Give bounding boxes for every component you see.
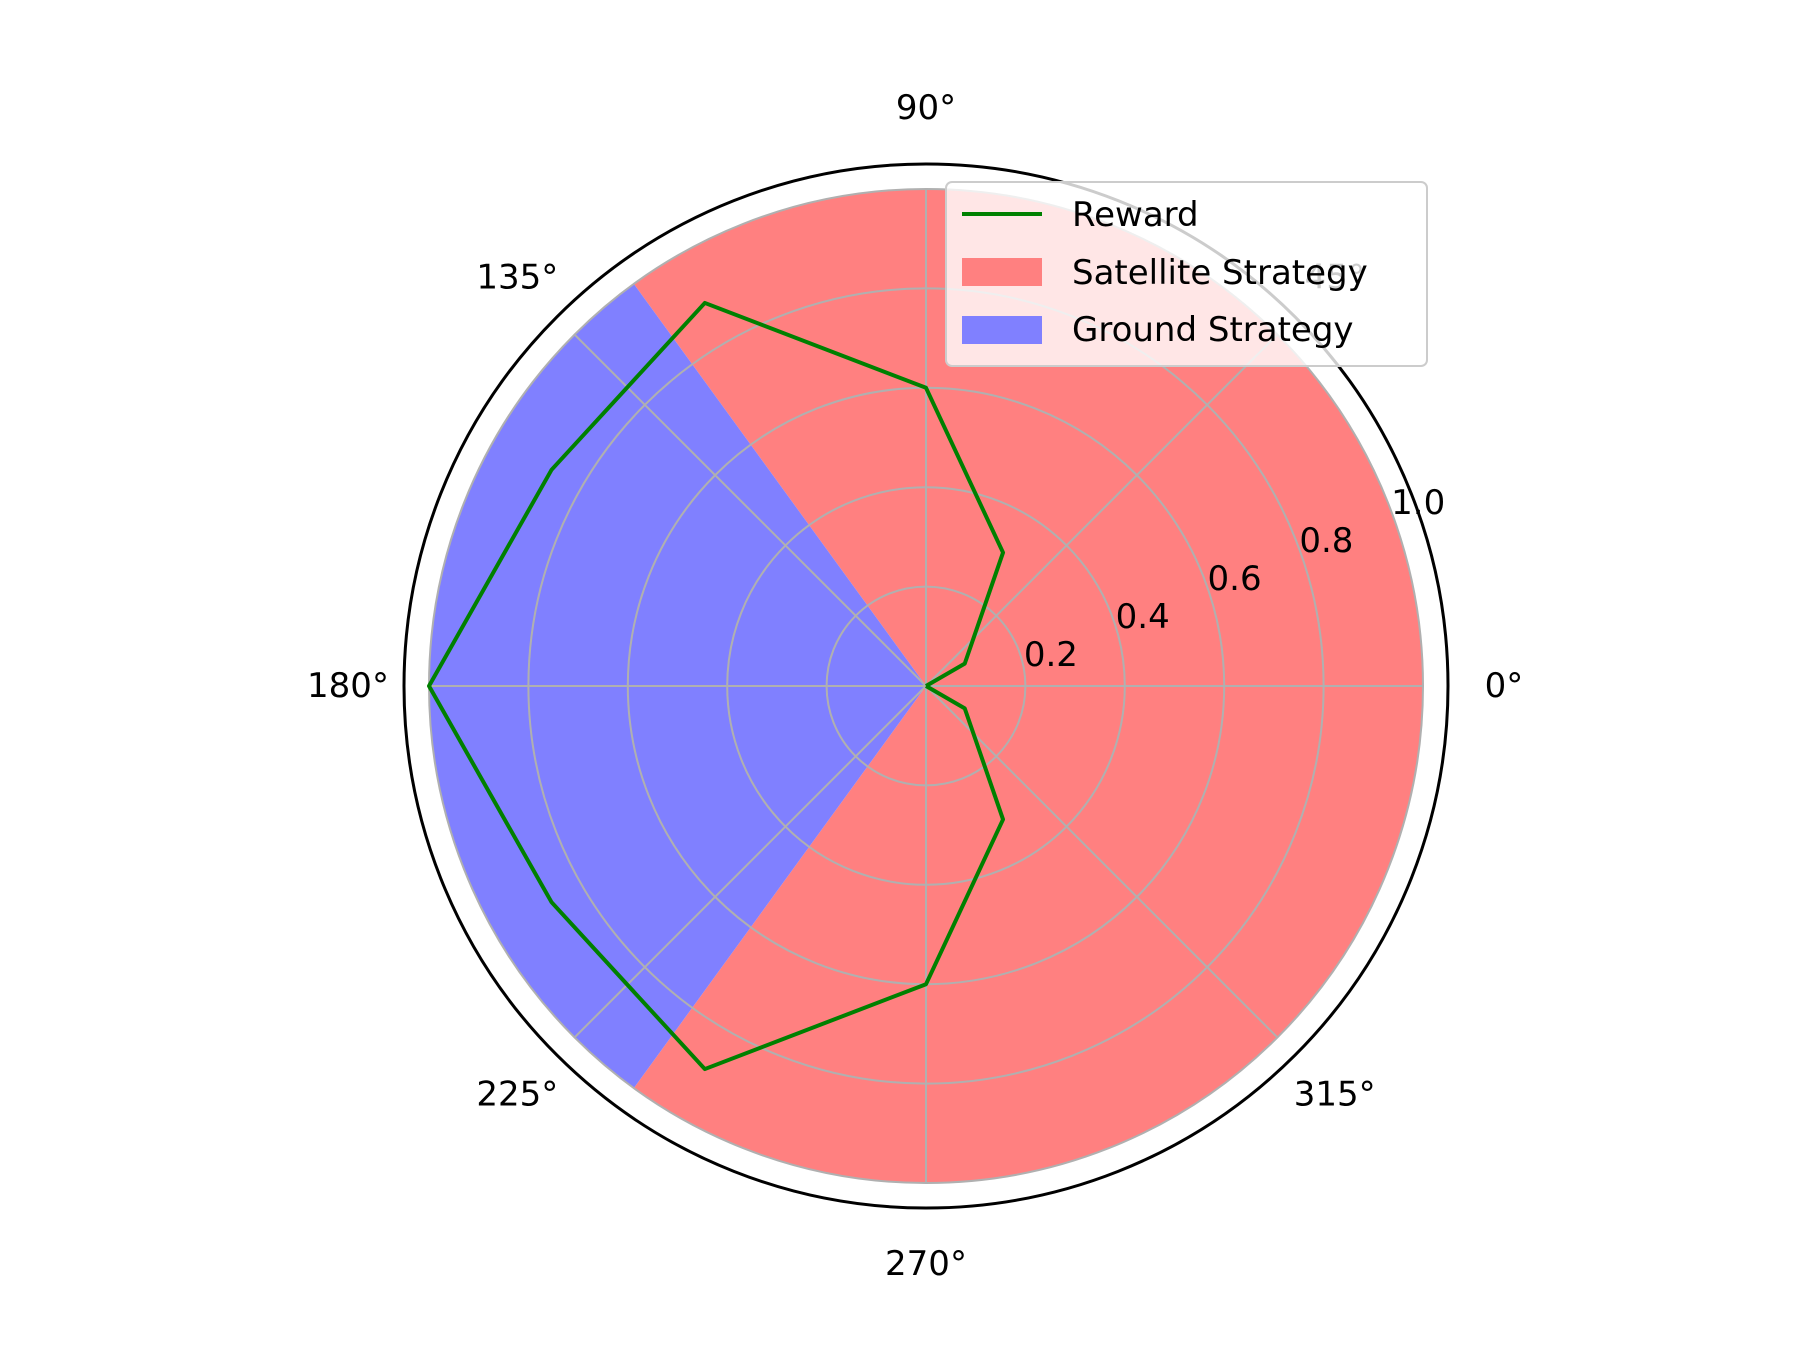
angular-tick-label-90: 90° [896, 88, 956, 128]
angular-tick-label-180: 180° [307, 666, 389, 706]
legend-ground-swatch [962, 316, 1042, 344]
angular-tick-label-225: 225° [476, 1075, 558, 1115]
polar-grid [428, 188, 1424, 1184]
polar-frame [402, 162, 1450, 1210]
radial-tick-label-0_2: 0.2 [1024, 635, 1078, 675]
radial-tick-label-0_6: 0.6 [1208, 559, 1262, 599]
angular-tick-label-135: 135° [476, 257, 558, 297]
radial-tick-label-0_8: 0.8 [1299, 521, 1353, 561]
angular-gridline-45 [925, 333, 1279, 687]
angular-gridline-225 [573, 685, 927, 1039]
angular-tick-label-315: 315° [1294, 1075, 1376, 1115]
radial-tick-label-0_4: 0.4 [1116, 597, 1170, 637]
legend-box [945, 181, 1428, 367]
reward-series [427, 300, 1006, 1072]
legend-reward-label: Reward [1072, 195, 1199, 235]
radial-tick-label-1: 1.0 [1391, 483, 1445, 523]
legend: Reward Satellite Strategy Ground Strateg… [945, 181, 1428, 367]
angular-gridline-135 [573, 333, 927, 687]
legend-satellite-label: Satellite Strategy [1072, 253, 1368, 293]
angular-tick-label-0: 0° [1485, 666, 1524, 706]
angular-gridline-315 [925, 685, 1279, 1039]
angular-tick-label-270: 270° [885, 1244, 967, 1284]
polar-outer-circle [402, 162, 1450, 1210]
legend-ground-label: Ground Strategy [1072, 310, 1354, 350]
legend-satellite-swatch [962, 258, 1042, 286]
